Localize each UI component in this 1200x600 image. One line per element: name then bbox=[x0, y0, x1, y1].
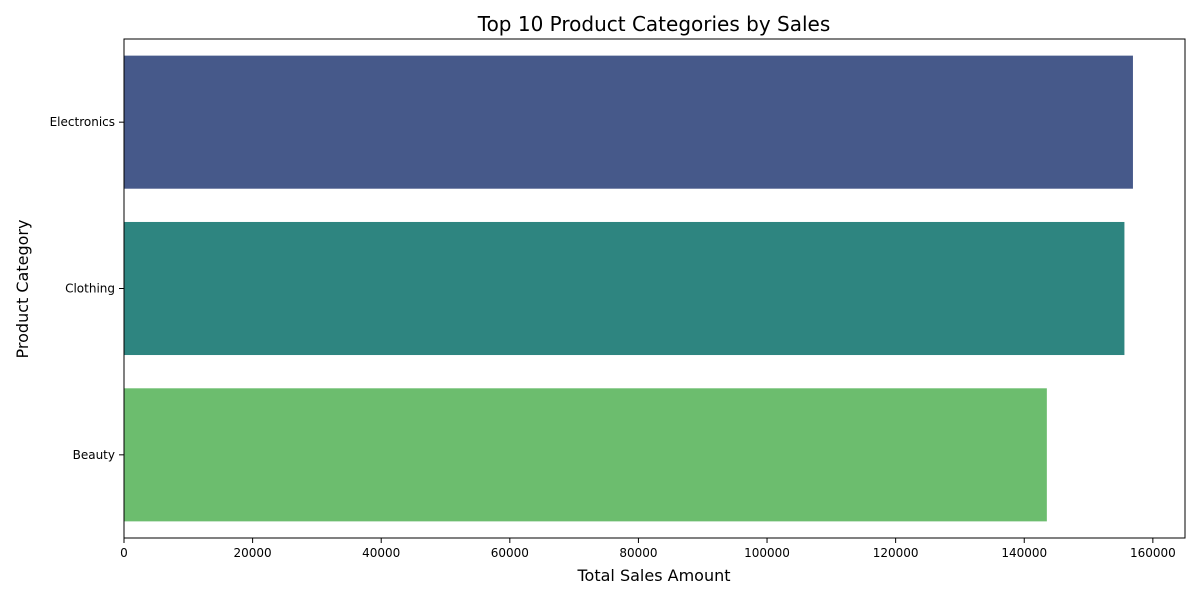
x-tick-label: 0 bbox=[120, 546, 128, 560]
x-tick-label: 140000 bbox=[1001, 546, 1047, 560]
y-axis-label: Product Category bbox=[13, 220, 32, 359]
y-tick-label: Clothing bbox=[65, 282, 115, 296]
chart-title: Top 10 Product Categories by Sales bbox=[477, 12, 831, 36]
x-tick-label: 160000 bbox=[1130, 546, 1176, 560]
bar-electronics bbox=[124, 55, 1133, 189]
x-axis-label: Total Sales Amount bbox=[577, 566, 731, 585]
x-tick-label: 20000 bbox=[234, 546, 272, 560]
y-axis-ticks: Electronics Clothing Beauty bbox=[50, 115, 124, 462]
x-tick-label: 60000 bbox=[491, 546, 529, 560]
x-tick-label: 40000 bbox=[362, 546, 400, 560]
y-tick-label: Beauty bbox=[73, 448, 115, 462]
bar-beauty bbox=[124, 388, 1047, 522]
bars-group bbox=[124, 55, 1133, 522]
x-tick-label: 100000 bbox=[744, 546, 790, 560]
x-tick-label: 120000 bbox=[873, 546, 919, 560]
x-tick-label: 80000 bbox=[619, 546, 657, 560]
bar-clothing bbox=[124, 221, 1125, 356]
x-axis-ticks: 0 20000 40000 60000 80000 100000 120000 140000 1… bbox=[120, 538, 1176, 560]
y-tick-label: Electronics bbox=[50, 115, 115, 129]
